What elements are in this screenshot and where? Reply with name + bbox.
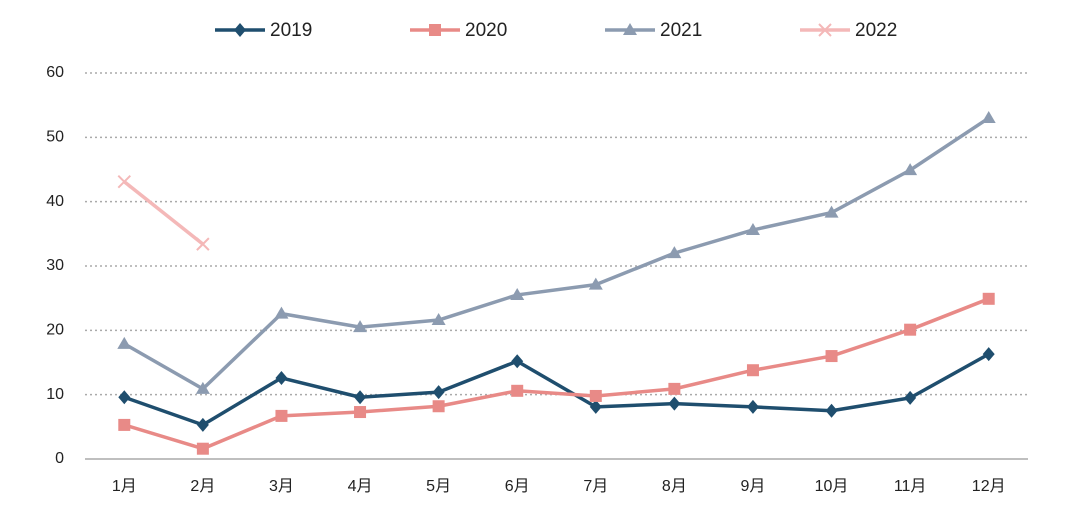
x-tick-label: 5月 — [426, 478, 451, 495]
x-tick-label: 10月 — [815, 478, 849, 495]
y-tick-label: 30 — [46, 257, 64, 274]
marker — [745, 222, 760, 235]
marker — [589, 389, 602, 402]
y-tick-label: 10 — [46, 386, 64, 403]
marker — [196, 237, 210, 251]
marker — [981, 111, 996, 124]
y-tick-label: 40 — [46, 193, 64, 210]
x-tick-label: 4月 — [348, 478, 373, 495]
series-line — [123, 352, 990, 427]
marker — [746, 399, 759, 414]
marker — [354, 406, 367, 419]
marker — [510, 287, 525, 300]
marker — [668, 396, 681, 411]
legend-text: 2021 — [660, 20, 702, 41]
marker — [429, 24, 441, 36]
y-tick-label: 60 — [46, 64, 64, 81]
x-tick-label: 12月 — [972, 478, 1006, 495]
marker — [118, 418, 131, 431]
marker — [118, 390, 131, 405]
marker — [274, 306, 289, 319]
y-tick-label: 50 — [46, 129, 64, 146]
legend-text: 2022 — [855, 20, 897, 41]
x-tick-label: 8月 — [662, 478, 687, 495]
legend-text: 2020 — [465, 20, 507, 41]
marker — [982, 347, 995, 362]
marker — [511, 384, 524, 397]
y-tick-label: 20 — [46, 322, 64, 339]
marker — [196, 442, 209, 455]
marker — [667, 246, 682, 259]
marker — [431, 313, 446, 326]
y-tick-label: 0 — [55, 450, 64, 467]
x-tick-label: 3月 — [269, 478, 294, 495]
marker — [904, 323, 917, 336]
x-tick-label: 1月 — [112, 478, 137, 495]
marker — [353, 320, 368, 333]
marker — [824, 205, 839, 218]
marker — [825, 403, 838, 418]
marker — [589, 399, 602, 414]
series-line — [123, 297, 990, 451]
marker — [623, 23, 637, 35]
marker — [903, 163, 918, 176]
marker — [511, 354, 524, 369]
x-tick-label: 2月 — [190, 478, 215, 495]
x-tick-label: 9月 — [741, 478, 766, 495]
x-tick-label: 11月 — [894, 478, 927, 495]
marker — [432, 385, 445, 400]
marker — [117, 336, 132, 349]
legend-text: 2019 — [270, 20, 312, 41]
x-tick-label: 7月 — [583, 478, 608, 495]
series-line — [123, 180, 204, 246]
marker — [982, 292, 995, 305]
marker — [588, 277, 603, 290]
marker — [196, 417, 209, 432]
marker — [354, 390, 367, 405]
marker — [195, 381, 210, 394]
marker — [825, 350, 838, 363]
marker — [668, 382, 681, 395]
marker — [432, 400, 445, 413]
marker — [234, 23, 246, 37]
marker — [746, 364, 759, 377]
marker — [275, 409, 288, 422]
marker — [818, 23, 832, 37]
x-tick-label: 6月 — [505, 478, 530, 495]
marker — [117, 175, 131, 189]
series-line — [123, 116, 990, 391]
marker — [904, 390, 917, 405]
marker — [275, 370, 288, 385]
